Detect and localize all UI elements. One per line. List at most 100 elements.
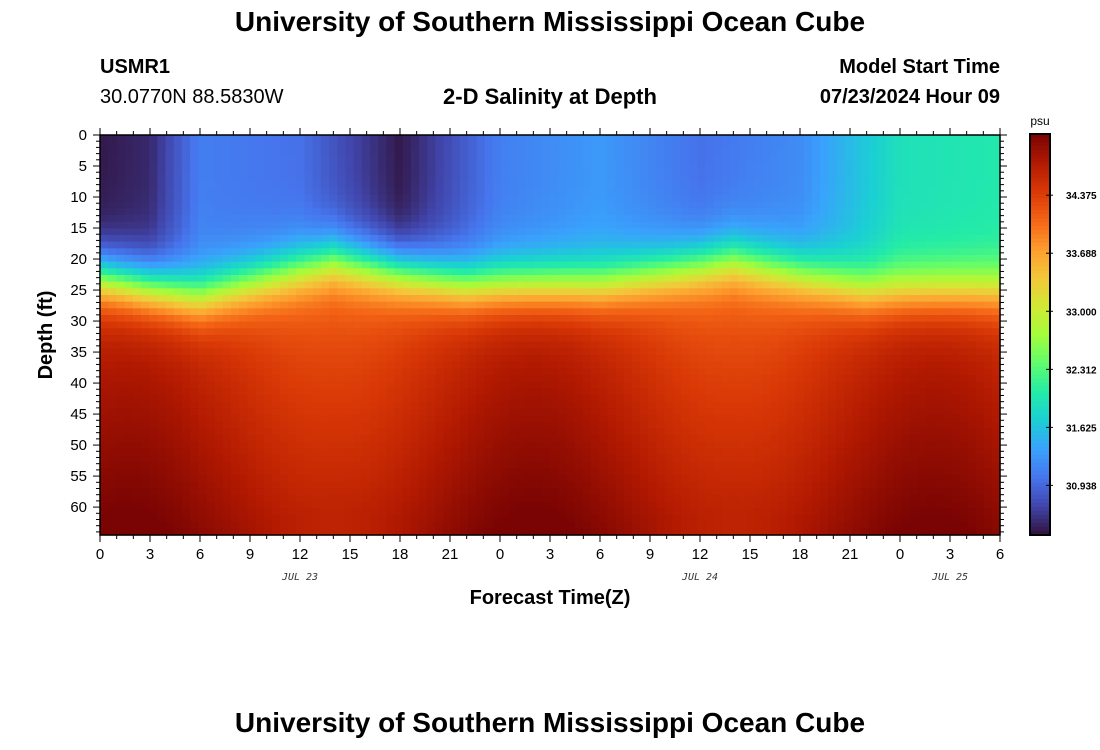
heatmap-cell	[566, 421, 576, 429]
heatmap-cell	[623, 308, 633, 316]
heatmap-cell	[500, 415, 510, 423]
heatmap-cell	[950, 408, 960, 416]
heatmap-cell	[697, 301, 707, 309]
heatmap-cell	[820, 415, 829, 423]
heatmap-cell	[108, 328, 117, 336]
heatmap-cell	[500, 248, 510, 256]
heatmap-cell	[803, 148, 813, 156]
heatmap-cell	[353, 175, 363, 183]
heatmap-cell	[443, 308, 453, 316]
heatmap-cell	[320, 221, 330, 229]
heatmap-cell	[950, 268, 960, 276]
heatmap-cell	[582, 281, 592, 289]
heatmap-cell	[345, 348, 355, 356]
heatmap-cell	[648, 261, 657, 269]
heatmap-cell	[337, 361, 347, 369]
heatmap-cell	[640, 315, 649, 323]
heatmap-cell	[541, 315, 551, 323]
heatmap-cell	[680, 188, 690, 196]
heatmap-cell	[533, 381, 543, 389]
heatmap-cell	[427, 321, 437, 329]
heatmap-cell	[345, 228, 355, 236]
heatmap-cell	[860, 415, 870, 423]
heatmap-cell	[877, 221, 887, 229]
heatmap-cell	[721, 255, 731, 263]
heatmap-cell	[173, 348, 183, 356]
heatmap-cell	[959, 375, 968, 383]
heatmap-cell	[918, 155, 927, 163]
heatmap-cell	[590, 201, 600, 209]
heatmap-cell	[157, 261, 167, 269]
heatmap-cell	[255, 381, 265, 389]
heatmap-cell	[271, 435, 281, 443]
heatmap-cell	[509, 261, 518, 269]
heatmap-cell	[410, 421, 420, 429]
heatmap-cell	[509, 388, 518, 396]
heatmap-cell	[762, 175, 772, 183]
heatmap-cell	[656, 301, 666, 309]
heatmap-cell	[901, 321, 911, 329]
heatmap-cell	[885, 308, 895, 316]
heatmap-cell	[443, 268, 453, 276]
heatmap-cell	[378, 248, 387, 256]
heatmap-cell	[918, 181, 927, 189]
heatmap-cell	[100, 241, 109, 249]
heatmap-cell	[566, 428, 576, 436]
heatmap-cell	[942, 235, 952, 243]
heatmap-cell	[844, 235, 854, 243]
heatmap-cell	[590, 235, 600, 243]
heatmap-cell	[820, 161, 829, 169]
heatmap-cell	[165, 328, 175, 336]
heatmap-cell	[353, 255, 363, 263]
heatmap-cell	[484, 161, 494, 169]
heatmap-cell	[116, 368, 126, 376]
heatmap-cell	[271, 201, 281, 209]
heatmap-cell	[484, 255, 494, 263]
heatmap-cell	[312, 215, 322, 223]
heatmap-cell	[263, 315, 273, 323]
heatmap-cell	[721, 281, 731, 289]
heatmap-cell	[558, 328, 567, 336]
heatmap-cell	[779, 355, 788, 363]
heatmap-cell	[345, 435, 355, 443]
heatmap-cell	[852, 415, 862, 423]
heatmap-cell	[468, 135, 477, 143]
heatmap-cell	[353, 268, 363, 276]
heatmap-cell	[165, 335, 175, 343]
heatmap-cell	[885, 208, 895, 216]
heatmap-cell	[157, 341, 167, 349]
heatmap-cell	[132, 175, 142, 183]
heatmap-cell	[206, 281, 216, 289]
heatmap-cell	[721, 341, 731, 349]
heatmap-cell	[181, 175, 191, 183]
heatmap-cell	[942, 215, 952, 223]
heatmap-cell	[877, 401, 887, 409]
heatmap-cell	[860, 288, 870, 296]
heatmap-cell	[877, 375, 887, 383]
heatmap-cell	[320, 368, 330, 376]
heatmap-cell	[590, 241, 600, 249]
heatmap-cell	[762, 388, 772, 396]
heatmap-cell	[558, 208, 567, 216]
heatmap-cell	[680, 141, 690, 149]
heatmap-cell	[689, 395, 698, 403]
heatmap-cell	[247, 221, 257, 229]
heatmap-cell	[116, 415, 126, 423]
heatmap-cell	[206, 355, 216, 363]
heatmap-cell	[378, 168, 387, 176]
heatmap-cell	[124, 155, 134, 163]
heatmap-cell	[402, 421, 412, 429]
heatmap-cell	[214, 428, 224, 436]
heatmap-cell	[124, 308, 134, 316]
heatmap-cell	[304, 168, 314, 176]
heatmap-cell	[770, 181, 780, 189]
heatmap-cell	[934, 368, 944, 376]
heatmap-cell	[230, 355, 240, 363]
heatmap-cell	[410, 321, 420, 329]
heatmap-cell	[296, 301, 306, 309]
heatmap-cell	[664, 408, 674, 416]
heatmap-cell	[190, 155, 199, 163]
heatmap-cell	[288, 328, 297, 336]
heatmap-cell	[713, 395, 723, 403]
heatmap-cell	[615, 181, 625, 189]
